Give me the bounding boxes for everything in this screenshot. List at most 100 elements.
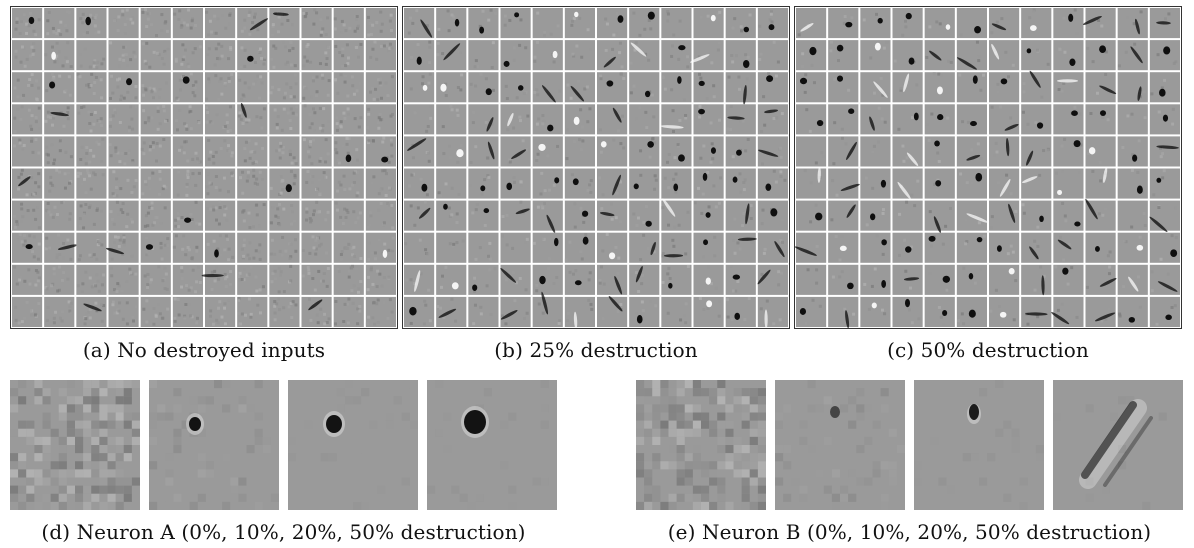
filter-tile <box>757 200 788 231</box>
filter-tile <box>12 104 43 135</box>
filter-tile <box>532 200 563 234</box>
filter-tile <box>404 264 435 295</box>
filter-tile <box>404 232 435 263</box>
filter-tile <box>468 232 499 263</box>
filter-tile <box>597 72 628 103</box>
filter-tile <box>500 8 531 39</box>
filter-tile <box>404 168 435 199</box>
filter-tile <box>108 8 139 39</box>
filter-tile <box>629 40 660 71</box>
filter-tile <box>1053 232 1084 263</box>
filter-tile <box>500 168 531 199</box>
filter-tile <box>860 72 891 103</box>
filter-tile <box>12 232 43 263</box>
filter-tile <box>500 296 531 327</box>
filter-tile <box>500 232 531 263</box>
filter-tile <box>597 296 628 327</box>
filter-tile <box>564 264 595 295</box>
filter-tile <box>597 200 628 231</box>
filter-tile <box>532 168 563 199</box>
filter-tile <box>1021 8 1052 39</box>
filter-tile <box>108 168 139 199</box>
filter-tile <box>1149 40 1180 71</box>
filter-tile <box>828 104 859 135</box>
filter-tile <box>597 232 628 263</box>
filter-tile <box>725 136 756 167</box>
filter-tile <box>989 232 1020 263</box>
filter-tile <box>1117 168 1148 199</box>
filter-tile <box>796 296 827 327</box>
filter-tile <box>1021 136 1052 167</box>
filter-tile <box>629 72 660 103</box>
filter-tile <box>1149 8 1180 39</box>
filter-tile <box>172 136 203 167</box>
filter-tile <box>1085 296 1116 327</box>
filter-tile <box>76 136 107 167</box>
filter-tile <box>140 168 171 199</box>
filter-tile <box>269 232 300 263</box>
filter-tile <box>661 198 692 231</box>
filter-tile <box>500 200 531 231</box>
filter-tile <box>629 8 660 39</box>
filter-tile <box>757 72 788 103</box>
filter-tile <box>172 72 203 103</box>
filter-tile <box>532 264 563 295</box>
filter-tile <box>828 40 859 71</box>
filter-tile <box>564 296 595 328</box>
filter-tile <box>237 296 268 327</box>
filter-tile <box>757 136 788 167</box>
filter-tile <box>269 104 300 135</box>
filter-tile <box>108 296 139 327</box>
filter-tile <box>301 136 332 167</box>
filter-tile <box>757 40 788 71</box>
filter-tile <box>333 72 364 103</box>
filter-tile <box>757 8 788 39</box>
filter-tile <box>892 40 923 71</box>
filter-tile <box>956 232 987 263</box>
filter-tile <box>757 264 788 295</box>
filter-tile <box>44 136 75 167</box>
filter-tile <box>532 8 563 39</box>
filter-tile <box>301 8 332 39</box>
neuron-a-tile-50 <box>427 380 557 510</box>
filter-tile <box>532 291 563 327</box>
filter-tile <box>564 232 595 263</box>
filter-tile <box>76 72 107 103</box>
filter-tile <box>956 168 987 199</box>
filter-grid-a <box>11 7 397 328</box>
filter-tile <box>892 136 923 167</box>
filter-tile <box>661 72 692 103</box>
filter-tile <box>693 72 724 103</box>
filter-tile <box>956 264 987 295</box>
filter-tile <box>989 136 1020 167</box>
filter-tile <box>500 40 531 71</box>
filter-tile <box>108 72 139 103</box>
filter-tile <box>468 296 499 327</box>
filter-tile <box>500 72 531 103</box>
filter-tile <box>1117 296 1148 327</box>
filter-tile <box>468 40 499 71</box>
filter-tile <box>564 104 595 135</box>
filter-tile <box>828 168 860 199</box>
filter-tile <box>1053 136 1084 167</box>
filter-tile <box>436 232 467 263</box>
filter-tile <box>693 104 724 135</box>
caption-b: (b) 25% destruction <box>494 338 698 362</box>
filter-tile <box>365 136 396 167</box>
filter-tile <box>1051 296 1084 327</box>
filter-tile <box>301 232 332 263</box>
filter-tile <box>1021 232 1052 263</box>
filter-tile <box>564 8 595 39</box>
filter-tile <box>629 232 660 263</box>
filter-tile <box>301 296 332 327</box>
filter-tile <box>76 168 107 199</box>
filter-tile <box>44 168 75 199</box>
filter-tile <box>269 296 300 327</box>
filter-tile <box>564 72 595 103</box>
filter-tile <box>892 104 923 135</box>
filter-tile <box>693 8 724 39</box>
filter-tile <box>436 168 467 199</box>
filter-tile <box>237 40 268 71</box>
filter-tile <box>924 72 955 103</box>
filter-tile <box>956 136 987 167</box>
